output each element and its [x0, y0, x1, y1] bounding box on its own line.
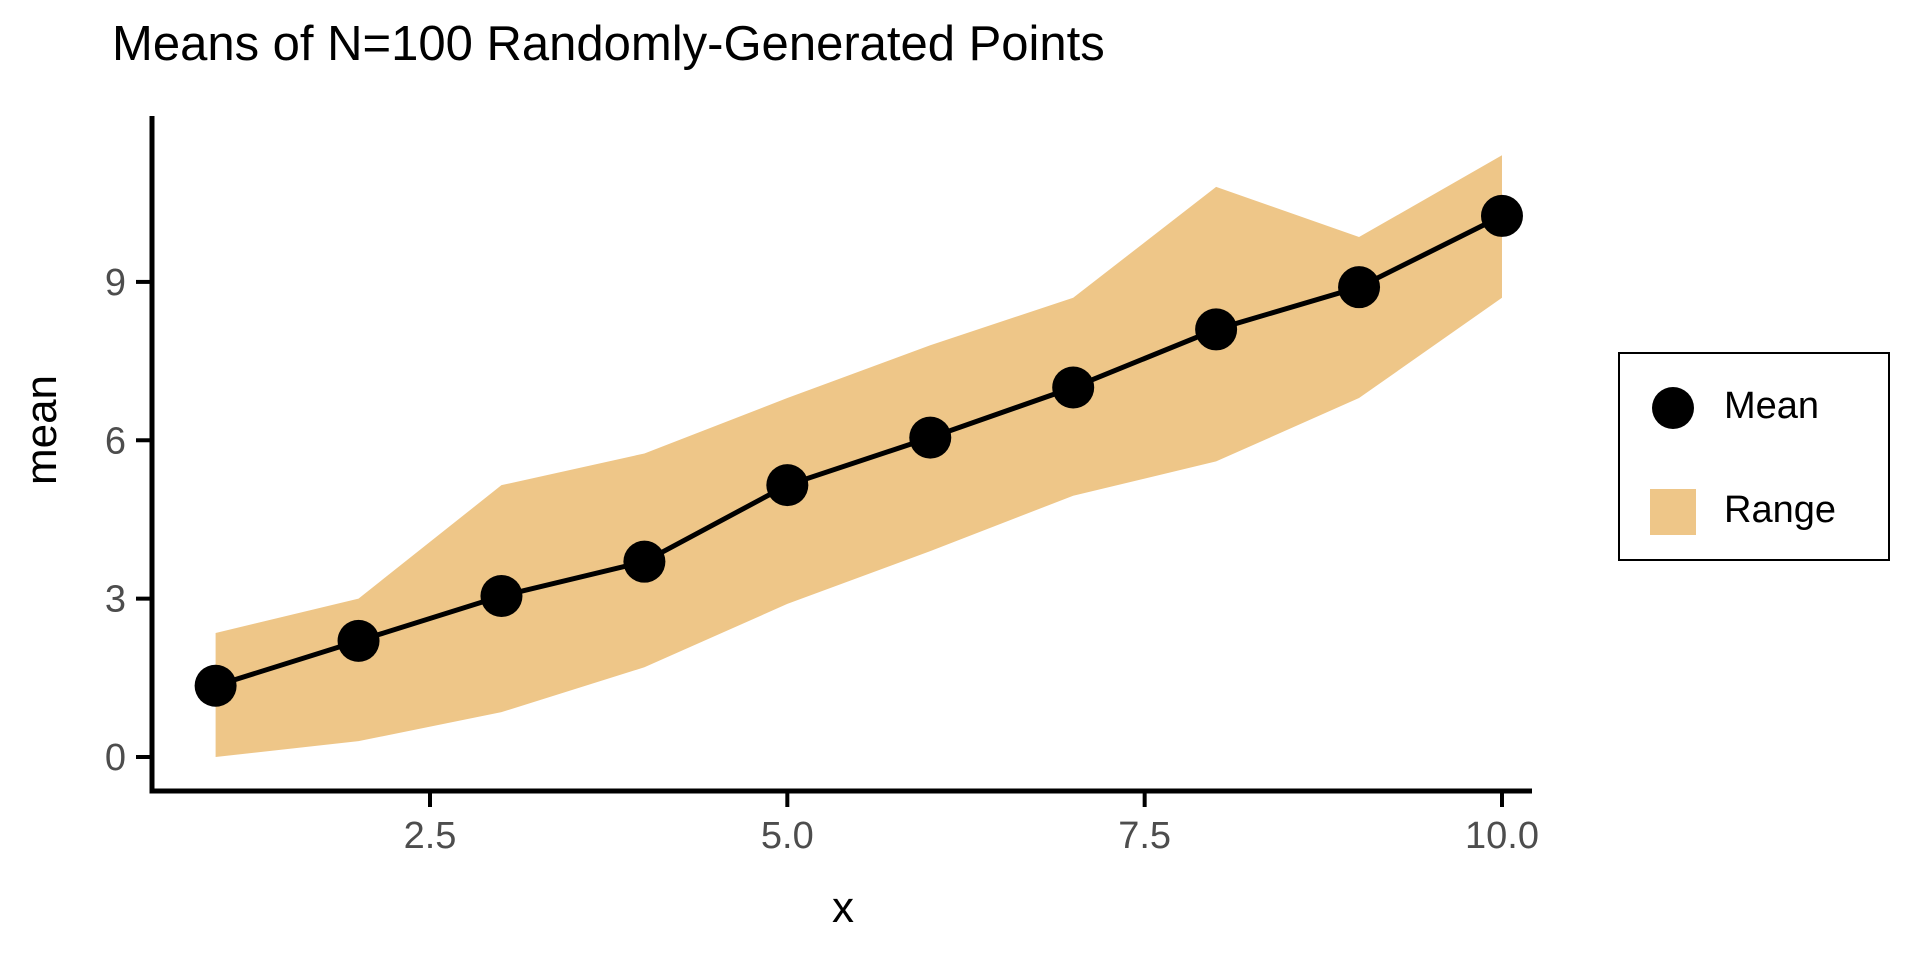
mean-point [766, 464, 809, 507]
x-axis-label: x [832, 883, 854, 932]
range-swatch-icon [1650, 489, 1696, 535]
y-axis-label: mean [17, 375, 66, 485]
legend: Mean Range [1618, 352, 1890, 561]
mean-point [1052, 366, 1095, 409]
range-ribbon [215, 155, 1502, 758]
chart-title: Means of N=100 Randomly-Generated Points [112, 17, 1105, 71]
x-tick-label: 10.0 [1465, 815, 1539, 857]
y-tick-label: 9 [105, 262, 126, 304]
y-tick-label: 3 [105, 579, 126, 621]
mean-point [909, 416, 952, 459]
mean-point-icon [1652, 387, 1694, 429]
legend-label-range: Range [1724, 488, 1836, 531]
mean-point [337, 619, 380, 662]
mean-point [1338, 266, 1381, 309]
mean-point [480, 574, 523, 617]
mean-line [214, 213, 1504, 689]
x-tick-label: 2.5 [404, 815, 457, 857]
mean-point [194, 664, 237, 707]
mean-point [623, 540, 666, 583]
x-tick-label: 7.5 [1118, 815, 1171, 857]
mean-point [1195, 308, 1238, 351]
legend-label-mean: Mean [1724, 384, 1820, 427]
y-tick-label: 6 [105, 420, 126, 462]
y-tick-label: 0 [105, 737, 126, 779]
plot-panel: 2.5 5.0 7.5 10.0 0 3 6 9 [105, 116, 1539, 857]
x-tick-label: 5.0 [761, 815, 814, 857]
mean-point [1480, 194, 1523, 237]
